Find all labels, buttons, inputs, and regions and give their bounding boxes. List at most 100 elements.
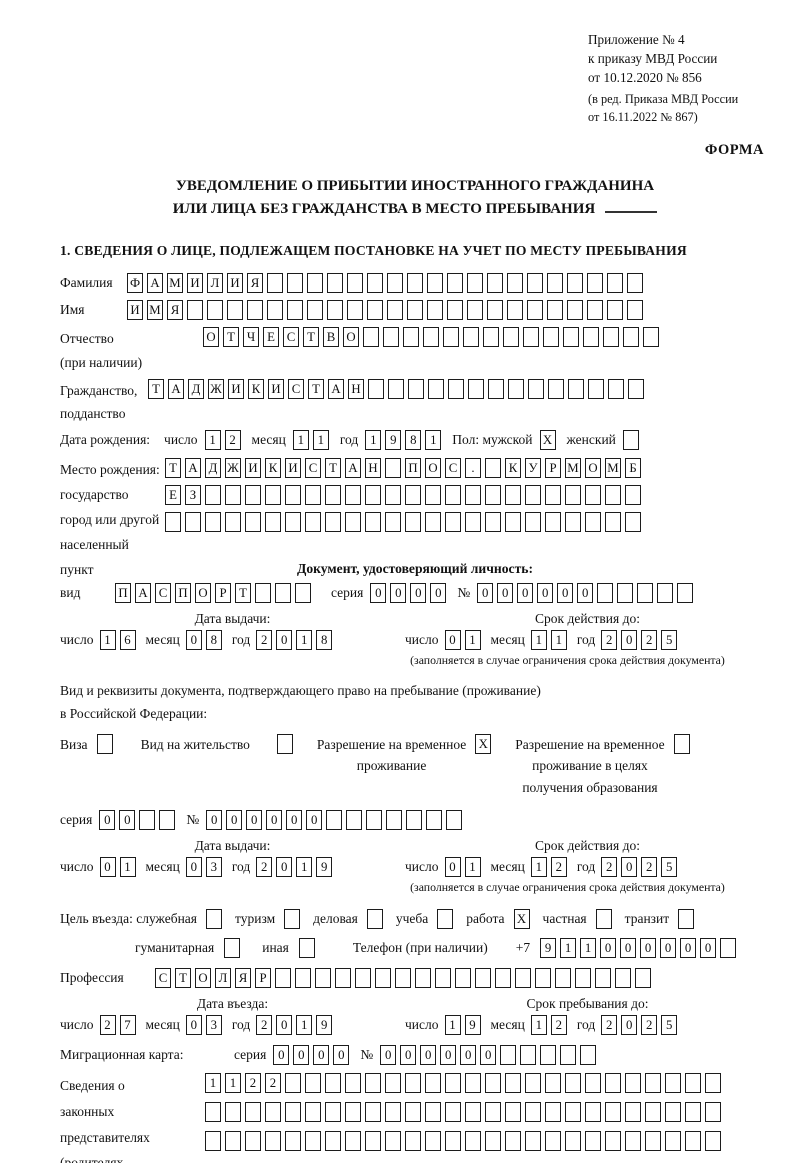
char-box: М	[147, 300, 163, 321]
profession-label: Профессия	[60, 970, 124, 986]
char-box	[385, 457, 401, 478]
char-box	[285, 1102, 301, 1123]
entry-purpose-row2: гуманитарная иная Телефон (при наличии) …	[135, 938, 770, 959]
char-box: 0	[621, 857, 638, 878]
char-box: 2	[99, 1015, 116, 1036]
sex-male-label: Пол: мужской	[452, 431, 533, 447]
char-box	[287, 273, 303, 294]
char-box: 0	[420, 1045, 437, 1066]
char-box	[583, 327, 599, 348]
char-box	[287, 300, 303, 321]
doc-number-label: №	[457, 584, 471, 600]
char-box	[625, 511, 641, 532]
char-box: 0	[390, 582, 407, 603]
char-box	[580, 1045, 597, 1066]
char-box: О	[195, 968, 211, 989]
char-box	[139, 810, 156, 831]
char-box: С	[288, 378, 304, 399]
char-box	[483, 327, 499, 348]
char-box	[205, 484, 221, 505]
char-box: 2	[224, 429, 241, 450]
char-box	[563, 327, 579, 348]
char-box	[587, 273, 603, 294]
purpose-humanitarian-label: гуманитарная	[135, 940, 215, 956]
char-box: 1	[99, 629, 116, 650]
char-box	[385, 1102, 401, 1123]
mc-series-label: серия	[234, 1047, 267, 1063]
char-box: X	[513, 909, 530, 930]
char-box: Р	[215, 582, 231, 603]
char-box	[245, 1102, 261, 1123]
char-box: 0	[477, 582, 494, 603]
char-box	[445, 1131, 461, 1152]
char-box	[560, 1045, 577, 1066]
valid-until-title: Срок действия до:	[535, 838, 640, 854]
char-box: 1	[225, 1073, 241, 1094]
mc-number-label: №	[360, 1047, 374, 1063]
visa-checkbox	[96, 733, 117, 754]
char-box	[545, 511, 561, 532]
purpose-business-label: деловая	[313, 911, 358, 927]
char-box: 7	[119, 1015, 136, 1036]
char-box	[465, 511, 481, 532]
char-box	[567, 300, 583, 321]
char-box	[325, 484, 341, 505]
residence-permit-options: Виза Вид на жительство Разрешение на вре…	[60, 733, 770, 799]
char-box	[365, 484, 381, 505]
char-box	[205, 1102, 221, 1123]
char-box: 1	[204, 429, 221, 450]
char-box: А	[168, 378, 184, 399]
char-box: О	[425, 457, 441, 478]
char-box: 1	[296, 857, 313, 878]
char-box	[485, 511, 501, 532]
char-box	[387, 273, 403, 294]
char-box	[347, 273, 363, 294]
char-box: З	[185, 484, 201, 505]
char-box: 0	[600, 938, 617, 959]
char-box: С	[305, 457, 321, 478]
valid-until-title: Срок действия до:	[535, 610, 640, 626]
char-box: Т	[165, 457, 181, 478]
char-box	[595, 968, 611, 989]
section1-heading: 1. СВЕДЕНИЯ О ЛИЦЕ, ПОДЛЕЖАЩЕМ ПОСТАНОВК…	[60, 243, 687, 259]
char-box	[275, 968, 291, 989]
char-box: 2	[641, 1015, 658, 1036]
char-box	[345, 1131, 361, 1152]
birth-place-row3-boxes	[165, 511, 645, 532]
month-label: месяц	[145, 1017, 180, 1033]
char-box	[363, 327, 379, 348]
char-box: 2	[256, 857, 273, 878]
char-box	[505, 1102, 521, 1123]
char-box	[545, 484, 561, 505]
char-box	[525, 1102, 541, 1123]
purpose-transit-label: транзит	[624, 911, 670, 927]
char-box: И	[187, 273, 203, 294]
appendix-line: Приложение № 4	[588, 32, 685, 47]
char-box: Ж	[225, 457, 241, 478]
char-box	[585, 1102, 601, 1123]
char-box	[547, 273, 563, 294]
char-box	[285, 1131, 301, 1152]
char-box	[485, 1131, 501, 1152]
char-box	[485, 457, 501, 478]
char-box	[505, 511, 521, 532]
month-label: месяц	[490, 631, 525, 647]
form-title: УВЕДОМЛЕНИЕ О ПРИБЫТИИ ИНОСТРАННОГО ГРАЖ…	[60, 175, 770, 222]
edu-permit-label: Разрешение на временное проживание в цел…	[515, 736, 665, 795]
char-box: 9	[316, 857, 333, 878]
char-box: П	[405, 457, 421, 478]
char-box	[465, 484, 481, 505]
sex-female-label: женский	[566, 431, 616, 447]
char-box	[465, 1102, 481, 1123]
birth-date-label: Дата рождения:	[60, 431, 151, 447]
char-box	[295, 968, 311, 989]
res-number-label: №	[186, 812, 200, 828]
